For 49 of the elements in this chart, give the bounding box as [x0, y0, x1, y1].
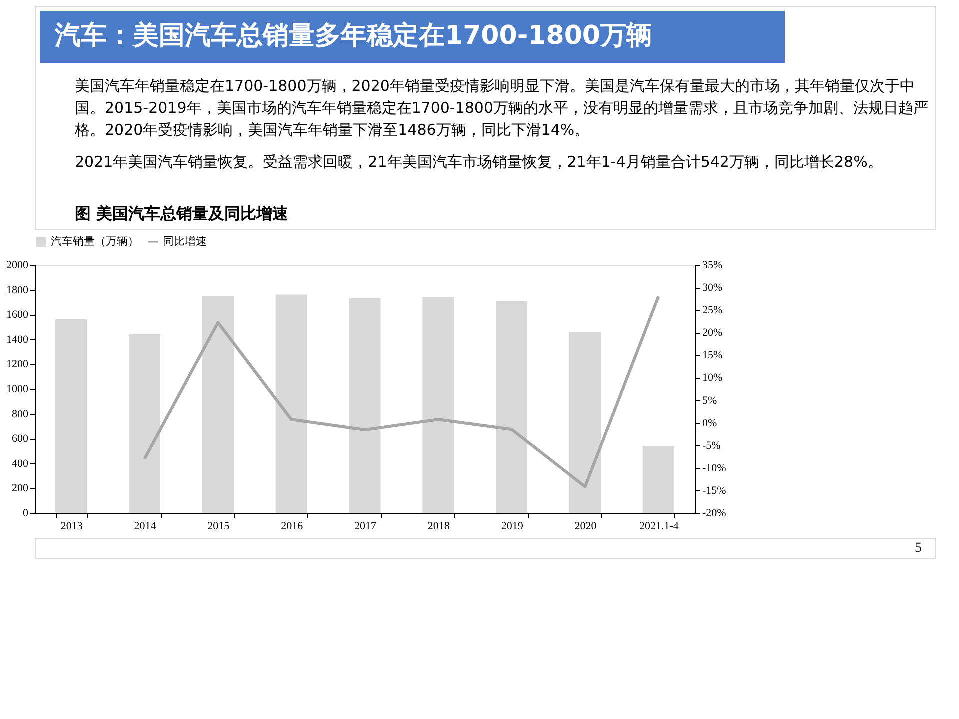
legend-label: 汽车销量（万辆） [51, 235, 139, 248]
bar [56, 320, 88, 513]
bar [569, 332, 602, 513]
bar [128, 334, 161, 513]
chart-subtitle: 图 美国汽车总销量及同比增速 [75, 204, 290, 223]
y2-tick-label: -15% [702, 484, 726, 497]
y2-tick-label: 35% [702, 260, 723, 272]
bar [276, 294, 308, 513]
y2-tick-label: 30% [702, 282, 723, 294]
y2-tick-label: -10% [702, 462, 726, 474]
x-tick-label: 2016 [281, 520, 304, 532]
y-tick-label: 1000 [6, 384, 29, 396]
y-tick-label: 1800 [6, 284, 29, 296]
text: 2021年美国汽车销量恢复。受益需求回暖，21年美国汽车市场销量恢复，21年1-4月销量合计542万辆，同比增长28%。 [75, 153, 883, 171]
y2-tick-label: -20% [702, 508, 726, 520]
y2-tick-label: 25% [702, 304, 723, 317]
bar [496, 300, 528, 513]
y-tick-label: 1200 [6, 358, 29, 371]
x-tick-label: 2021.1-4 [639, 520, 680, 532]
y2-tick-label: 20% [702, 327, 723, 340]
y-tick-label: 2000 [6, 260, 29, 272]
x-tick-label: 2019 [501, 520, 524, 532]
y-tick-label: 600 [12, 433, 29, 446]
legend-label: 同比增速 [163, 235, 207, 248]
y-tick-label: 800 [12, 408, 29, 420]
y-tick-label: 200 [12, 482, 29, 495]
line-series [143, 295, 660, 488]
bar [642, 446, 674, 513]
y2-tick-label: 15% [702, 350, 723, 362]
chart-title: 汽车：美国汽车总销量多年稳定在1700-1800万辆 [54, 21, 653, 51]
y2-tick-label: 10% [702, 372, 723, 384]
y2-tick-label: 5% [702, 394, 718, 407]
x-tick-label: 2017 [354, 520, 377, 532]
y2-tick-label: -5% [702, 440, 721, 452]
x-tick-label: 2014 [134, 520, 157, 532]
text: 5 [915, 541, 922, 556]
x-tick-label: 2015 [208, 520, 230, 532]
bar [202, 296, 234, 513]
y2-tick-label: 0% [702, 417, 718, 430]
x-tick-label: 2018 [428, 520, 450, 532]
bar [422, 297, 454, 513]
x-tick-label: 2013 [60, 520, 84, 532]
text: 美国汽车年销量稳定在1700-1800万辆，2020年销量受疫情影响明显下滑。美国是汽车保有量最大的市场，其年销量仅次于中国。2015-2019年，美国市场的汽车年销量稳定在1700-1800万辆的水平，没有明显的增量需求，且市场竞争加剧、法规日趋严格。2020年受疫情影响，美国汽车年销量下滑至1486万辆，同比下滑14%。 [74, 77, 929, 139]
y-tick-label: 1600 [6, 309, 29, 322]
bar [349, 298, 381, 513]
y-tick-label: 1400 [6, 334, 29, 346]
y-tick-label: 0 [23, 508, 29, 520]
y-tick-label: 400 [12, 458, 29, 470]
x-tick-label: 2020 [574, 520, 598, 532]
